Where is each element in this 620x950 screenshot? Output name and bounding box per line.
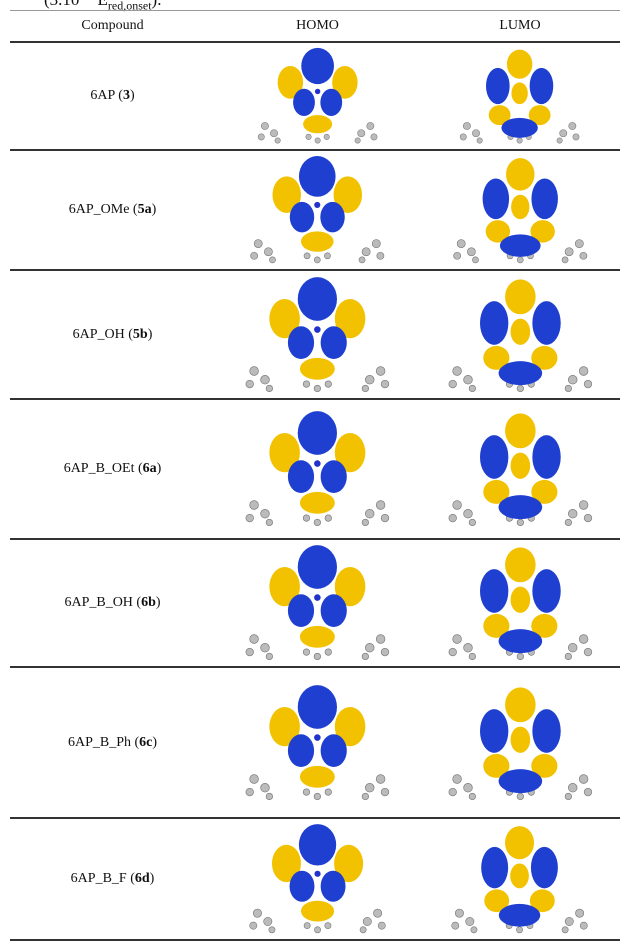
compound-name: 6AP_B_F (	[71, 871, 135, 886]
homo-cell	[215, 42, 420, 150]
homo-orbital-image	[246, 154, 389, 266]
compound-cell: 6AP (3)	[10, 42, 215, 150]
compound-name: 6AP_B_OEt (	[64, 461, 143, 476]
compound-cell: 6AP_OMe (5a)	[10, 150, 215, 270]
compound-name: 6AP (	[90, 88, 123, 103]
compound-name: 6AP_B_OH (	[64, 595, 141, 610]
table-row: 6AP_B_OH (6b)	[10, 539, 620, 667]
homo-cell	[215, 150, 420, 270]
homo-orbital-image	[241, 275, 394, 395]
lumo-orbital-image	[447, 822, 592, 936]
compound-name: )	[148, 327, 153, 342]
compound-name: 6AP_B_Ph (	[68, 735, 139, 750]
page: (3.10 − Ered,onset). Compound HOMO LUMO …	[0, 0, 620, 950]
compound-name: )	[157, 461, 162, 476]
homo-cell	[215, 270, 420, 399]
lumo-orbital-image	[456, 46, 583, 146]
caption-text: ).	[152, 0, 162, 9]
homo-cell	[215, 539, 420, 667]
compound-number: 6b	[141, 595, 156, 610]
compound-cell: 6AP_B_OH (6b)	[10, 539, 215, 667]
lumo-cell	[420, 399, 620, 539]
header-cell: LUMO	[420, 11, 620, 43]
compound-number: 3	[123, 88, 130, 103]
compound-number: 5a	[138, 202, 152, 217]
homo-orbital-image	[241, 543, 394, 663]
compound-cell: 6AP_OH (5b)	[10, 270, 215, 399]
compound-number: 6d	[135, 871, 150, 886]
compound-name: )	[152, 202, 157, 217]
compound-cell: 6AP_B_Ph (6c)	[10, 667, 215, 818]
lumo-cell	[420, 270, 620, 399]
header-cell: Compound	[10, 11, 215, 43]
lumo-cell	[420, 667, 620, 818]
lumo-orbital-image	[444, 409, 597, 529]
table-row: 6AP (3)	[10, 42, 620, 150]
lumo-cell	[420, 150, 620, 270]
table-row: 6AP_B_Ph (6c)	[10, 667, 620, 818]
compound-number: 6a	[143, 461, 157, 476]
caption-text: (3.10 − E	[44, 0, 108, 9]
table-row: 6AP_OH (5b)	[10, 270, 620, 399]
orbital-table: Compound HOMO LUMO 6AP (3)6AP_OMe (5a)6A…	[10, 10, 620, 941]
table-row: 6AP_OMe (5a)	[10, 150, 620, 270]
lumo-cell	[420, 818, 620, 940]
homo-cell	[215, 667, 420, 818]
compound-name: 6AP_OH (	[73, 327, 133, 342]
table-row: 6AP_B_OEt (6a)	[10, 399, 620, 539]
lumo-orbital-image	[444, 543, 597, 663]
lumo-cell	[420, 539, 620, 667]
homo-cell	[215, 399, 420, 539]
homo-orbital-image	[254, 46, 381, 146]
compound-cell: 6AP_B_OEt (6a)	[10, 399, 215, 539]
compound-name: )	[156, 595, 161, 610]
homo-orbital-image	[241, 683, 394, 803]
header-row: Compound HOMO LUMO	[10, 11, 620, 43]
compound-name: )	[150, 871, 155, 886]
header-cell: HOMO	[215, 11, 420, 43]
compound-cell: 6AP_B_F (6d)	[10, 818, 215, 940]
homo-orbital-image	[245, 822, 390, 936]
lumo-cell	[420, 42, 620, 150]
table-row: 6AP_B_F (6d)	[10, 818, 620, 940]
lumo-orbital-image	[449, 154, 592, 266]
compound-name: 6AP_OMe (	[69, 202, 138, 217]
lumo-orbital-image	[444, 275, 597, 395]
homo-cell	[215, 818, 420, 940]
compound-number: 6c	[139, 735, 152, 750]
compound-name: )	[152, 735, 157, 750]
compound-name: )	[130, 88, 135, 103]
compound-number: 5b	[133, 327, 148, 342]
table-body: 6AP (3)6AP_OMe (5a)6AP_OH (5b)6AP_B_OEt …	[10, 42, 620, 940]
lumo-orbital-image	[444, 683, 597, 803]
homo-orbital-image	[241, 409, 394, 529]
